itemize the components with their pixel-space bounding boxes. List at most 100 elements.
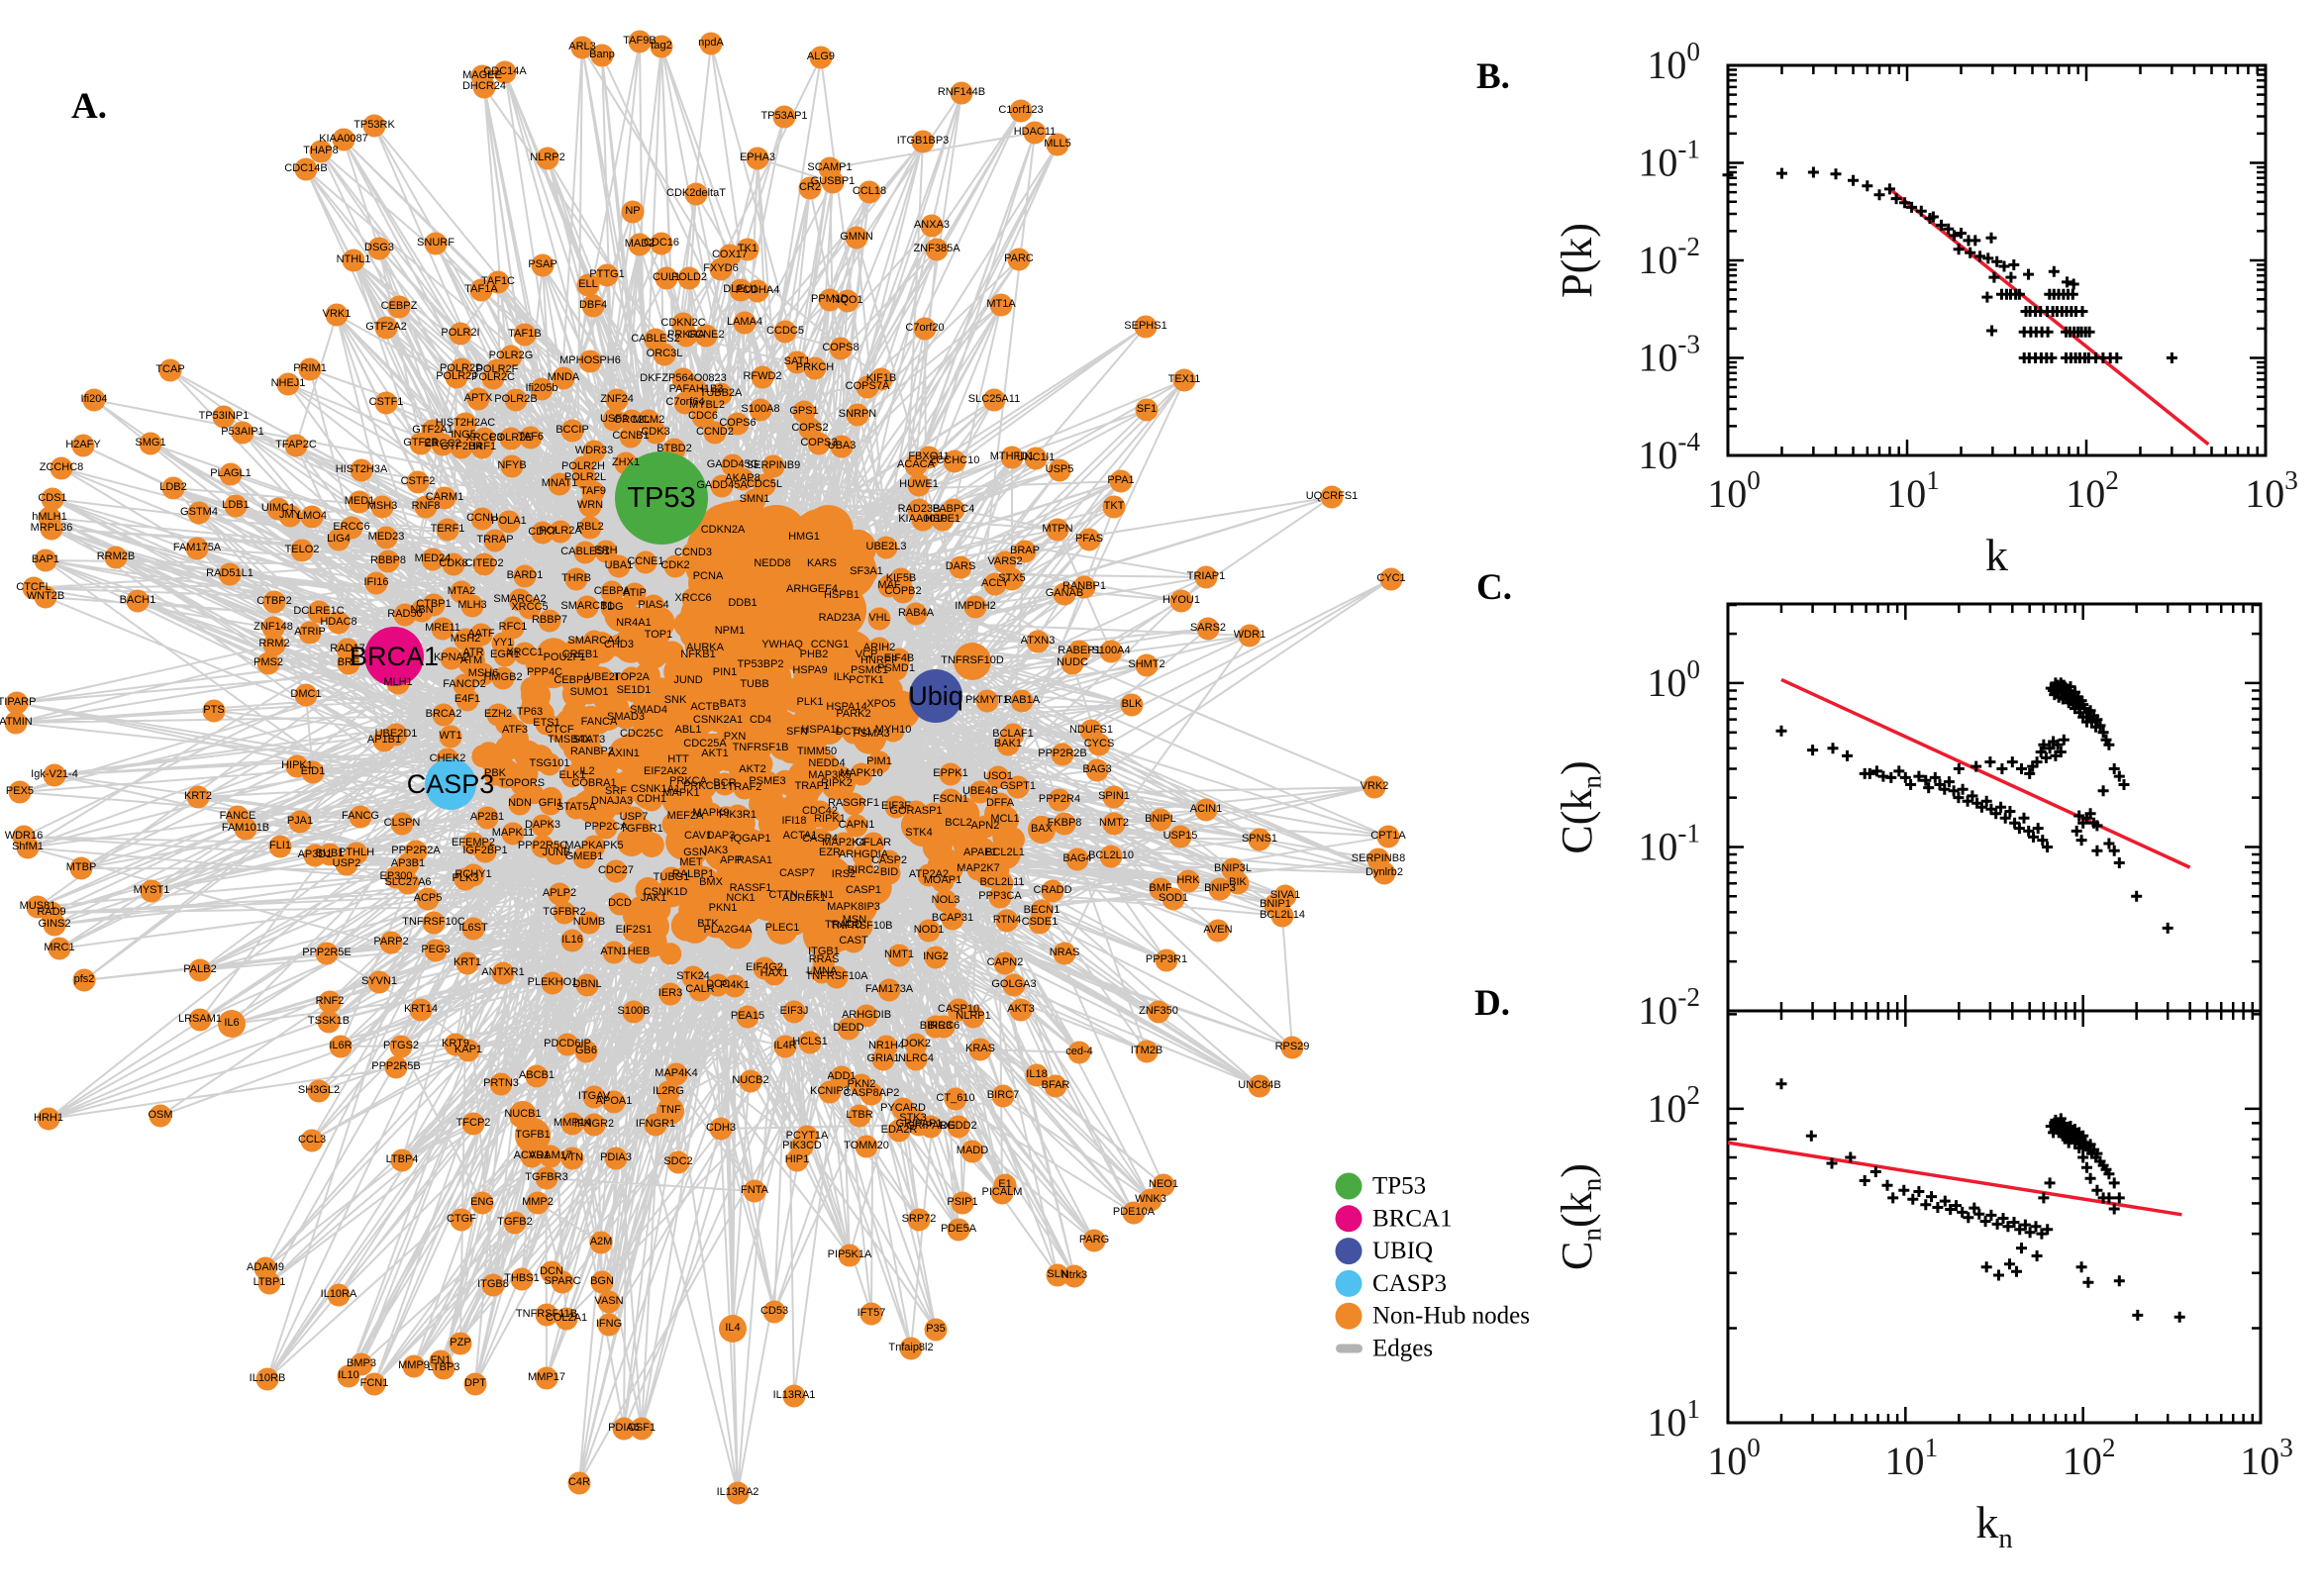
network-node[interactable]: [746, 279, 769, 303]
network-node[interactable]: [104, 546, 128, 569]
network-node[interactable]: [367, 237, 391, 260]
network-node[interactable]: [188, 958, 212, 982]
network-node[interactable]: [920, 214, 944, 238]
network-node[interactable]: [1120, 693, 1144, 717]
network-node[interactable]: [472, 552, 496, 576]
network-node[interactable]: [600, 596, 624, 620]
network-node[interactable]: [848, 1104, 871, 1128]
network-node[interactable]: [431, 433, 454, 456]
network-node[interactable]: [723, 974, 747, 998]
network-node[interactable]: [753, 956, 776, 980]
network-node[interactable]: [300, 1129, 324, 1152]
network-node[interactable]: [440, 647, 463, 670]
network-node[interactable]: [379, 931, 403, 954]
network-node[interactable]: [1072, 575, 1096, 599]
network-node[interactable]: [798, 176, 822, 200]
network-node[interactable]: [327, 611, 351, 635]
network-node[interactable]: [256, 651, 280, 675]
network-node[interactable]: [362, 114, 386, 138]
network-node[interactable]: [881, 719, 905, 743]
network-node[interactable]: [709, 1117, 733, 1141]
network-node[interactable]: [719, 849, 743, 873]
network-node[interactable]: [1172, 368, 1196, 392]
network-node[interactable]: [762, 1300, 786, 1324]
network-node[interactable]: [694, 324, 718, 348]
network-node[interactable]: [991, 1084, 1015, 1108]
network-node[interactable]: [376, 549, 400, 573]
network-node[interactable]: [597, 1313, 621, 1337]
network-node[interactable]: [655, 266, 678, 290]
network-node[interactable]: [703, 421, 727, 445]
network-node[interactable]: [520, 1145, 544, 1168]
network-node[interactable]: [947, 1218, 970, 1242]
network-node[interactable]: [913, 317, 937, 341]
network-node[interactable]: [549, 520, 572, 544]
network-node[interactable]: [34, 585, 57, 609]
network-node[interactable]: [1270, 904, 1294, 928]
network-node[interactable]: [4, 711, 28, 735]
network-node[interactable]: [560, 669, 584, 693]
network-node[interactable]: [990, 1181, 1014, 1205]
network-node[interactable]: [681, 587, 705, 611]
network-node[interactable]: [850, 915, 873, 939]
network-node[interactable]: [736, 238, 759, 261]
network-node[interactable]: [821, 170, 845, 194]
network-node[interactable]: [255, 1367, 279, 1391]
network-node[interactable]: [963, 595, 987, 619]
network-node[interactable]: [300, 505, 324, 529]
network-node[interactable]: [578, 349, 602, 373]
network-node[interactable]: [1102, 812, 1126, 836]
network-node[interactable]: [1082, 1229, 1106, 1252]
network-node[interactable]: [602, 1090, 626, 1114]
network-node[interactable]: [582, 440, 606, 463]
network-node[interactable]: [503, 719, 527, 743]
network-node[interactable]: [461, 1112, 485, 1136]
network-node[interactable]: [288, 810, 312, 834]
network-node[interactable]: [298, 621, 322, 645]
network-node[interactable]: [535, 1366, 558, 1390]
network-node[interactable]: [729, 278, 753, 302]
network-node[interactable]: [694, 563, 722, 591]
network-node[interactable]: [810, 552, 834, 576]
network-node[interactable]: [41, 487, 64, 511]
network-node[interactable]: [1067, 1041, 1091, 1064]
network-node[interactable]: [925, 238, 949, 261]
network-node[interactable]: [917, 919, 941, 943]
network-node[interactable]: [693, 775, 717, 799]
network-node[interactable]: [904, 1047, 928, 1071]
network-node[interactable]: [891, 580, 915, 604]
network-node[interactable]: [681, 863, 705, 887]
network-node[interactable]: [499, 345, 523, 368]
network-node[interactable]: [622, 612, 646, 636]
network-node[interactable]: [1007, 248, 1031, 271]
network-node[interactable]: [798, 691, 822, 715]
network-node[interactable]: [1087, 733, 1111, 756]
network-node[interactable]: [574, 1040, 598, 1063]
network-node[interactable]: [1009, 998, 1033, 1022]
network-node[interactable]: [422, 911, 446, 935]
network-node[interactable]: [390, 1148, 414, 1172]
network-node[interactable]: [760, 552, 784, 576]
network-node[interactable]: [261, 616, 285, 640]
network-node[interactable]: [1176, 869, 1200, 893]
network-node[interactable]: [785, 1148, 809, 1172]
network-node[interactable]: [877, 861, 901, 885]
hub-node-ubiq[interactable]: [909, 669, 962, 723]
network-node[interactable]: [907, 822, 931, 846]
network-node[interactable]: [1135, 653, 1159, 677]
network-node[interactable]: [858, 180, 881, 204]
network-node[interactable]: [1280, 1036, 1304, 1059]
network-node[interactable]: [48, 937, 71, 960]
network-node[interactable]: [622, 679, 646, 703]
network-node[interactable]: [1006, 775, 1030, 799]
network-node[interactable]: [961, 1005, 985, 1029]
network-node[interactable]: [433, 486, 456, 510]
network-node[interactable]: [703, 743, 727, 766]
network-node[interactable]: [772, 105, 796, 129]
network-node[interactable]: [470, 436, 494, 459]
network-node[interactable]: [761, 454, 785, 478]
network-node[interactable]: [634, 550, 657, 574]
network-node[interactable]: [818, 288, 842, 312]
network-node[interactable]: [1002, 973, 1026, 997]
network-node[interactable]: [533, 661, 556, 685]
